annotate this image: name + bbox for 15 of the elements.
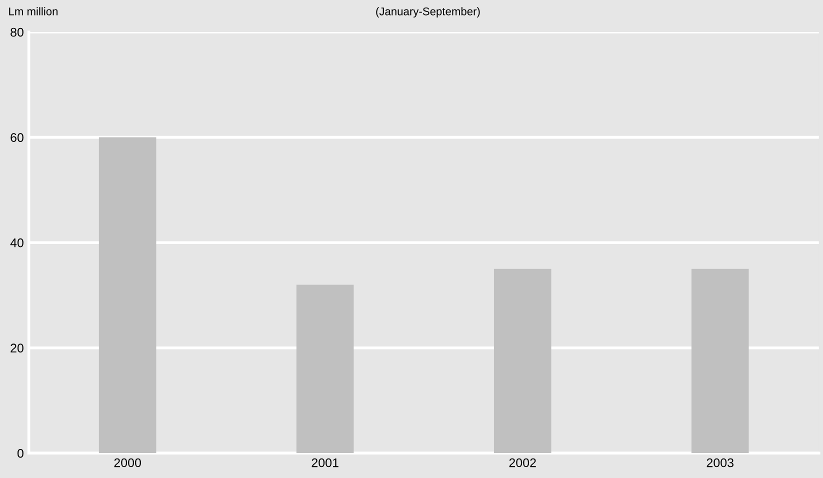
y-axis-title: Lm million [9,7,58,16]
bar [494,268,552,454]
y-tick-label: 60 [10,133,24,142]
bar [691,268,749,454]
x-tick-label: 2001 [312,458,338,468]
x-tick-label: 2000 [114,458,141,468]
chart-subtitle: (January-September) [376,7,480,18]
y-tick-label: 20 [10,344,24,353]
x-tick-label: 2003 [706,458,734,468]
y-tick-label: 80 [10,28,24,37]
bar [296,284,354,454]
x-tick-label: 2002 [509,458,536,468]
y-tick-label: 40 [10,238,24,248]
y-tick-label: 0 [17,448,24,458]
bar [98,137,156,454]
